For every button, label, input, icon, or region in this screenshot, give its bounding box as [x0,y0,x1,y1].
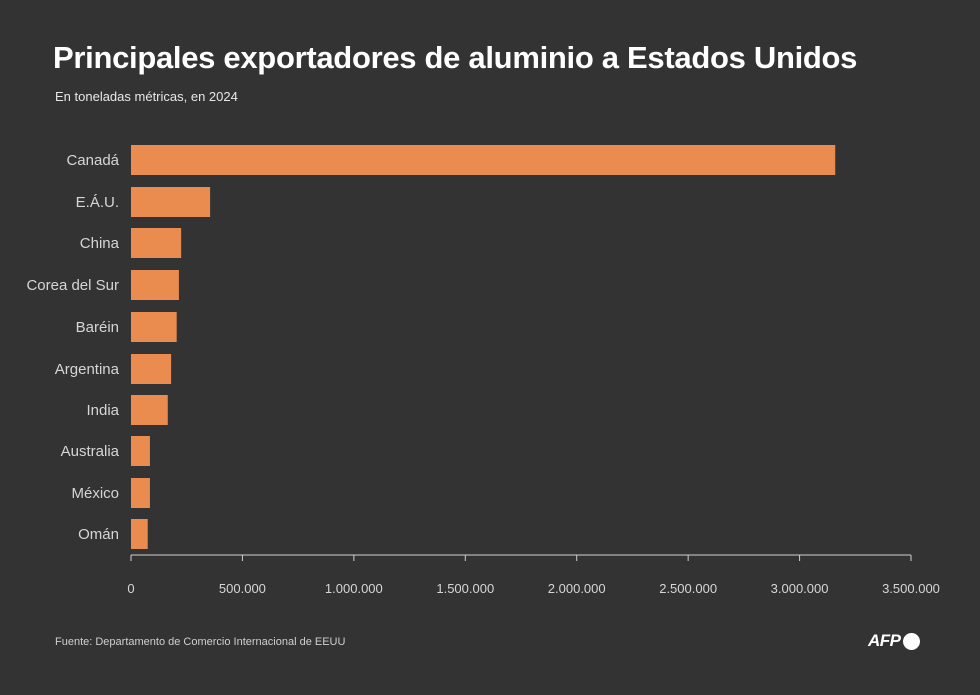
bars-layer [131,145,836,549]
x-axis: 0 500.000 1.000.000 1.500.000 2.000.000 2.500… [127,554,940,596]
bar-1 [131,187,211,217]
category-label-1: E.Á.U. [76,194,119,211]
category-label-3: Corea del Sur [26,277,119,294]
x-tick-label-3: 1.500.000 [436,581,494,596]
x-tick-label-2: 1.000.000 [325,581,383,596]
chart-title: Principales exportadores de aluminio a E… [53,40,858,75]
source-note: Fuente: Departamento de Comercio Interna… [55,636,346,648]
category-label-9: Omán [78,526,119,543]
category-label-2: China [80,235,120,252]
bar-2 [131,228,182,258]
logo-dot-icon [902,632,920,650]
bar-6 [131,395,168,425]
logo-text: AFP [868,631,901,650]
category-label-5: Argentina [55,361,120,378]
x-tick-label-7: 3.500.000 [882,581,940,596]
category-label-6: India [86,402,119,419]
category-label-7: Australia [61,443,120,460]
x-tick-label-1: 500.000 [219,581,266,596]
chart-subtitle: En toneladas métricas, en 2024 [55,89,238,104]
bar-7 [131,436,150,466]
bar-8 [131,478,150,508]
bar-5 [131,354,172,384]
category-labels: Canadá E.Á.U. China Corea del Sur Baréin Arge… [26,152,119,543]
x-tick-label-4: 2.000.000 [548,581,606,596]
bar-0 [131,145,836,175]
bar-4 [131,312,177,342]
bar-3 [131,270,179,300]
x-tick-label-6: 3.000.000 [771,581,829,596]
category-label-4: Baréin [76,319,119,336]
x-tick-label-5: 2.500.000 [659,581,717,596]
category-label-8: México [71,485,119,502]
afp-logo: AFP [868,631,920,651]
bar-9 [131,519,148,549]
category-label-0: Canadá [66,152,119,169]
x-tick-label-0: 0 [127,581,134,596]
